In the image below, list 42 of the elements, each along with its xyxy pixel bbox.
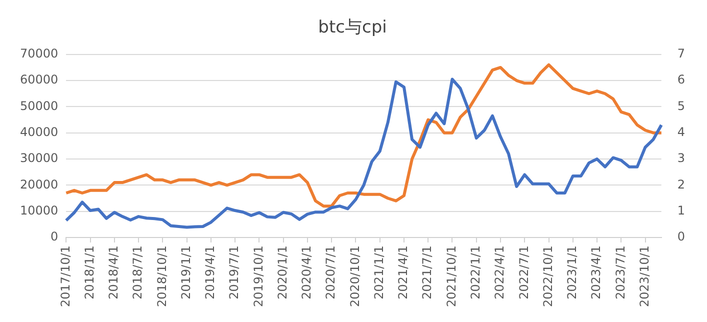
y2-tick-label: 6 (677, 72, 686, 87)
x-tick-label: 2021/1/1 (372, 245, 386, 300)
y2-tick-label: 4 (677, 124, 686, 139)
x-tick-label: 2018/7/1 (130, 245, 145, 300)
chart-title: btc与cpi (318, 18, 387, 38)
x-tick-label: 2020/1/1 (275, 245, 290, 300)
y2-tick-label: 5 (677, 98, 686, 113)
x-tick-label: 2021/7/1 (420, 245, 434, 300)
x-tick-label: 2023/10/1 (637, 245, 652, 307)
x-tick-label: 2021/4/1 (396, 245, 410, 300)
x-tick-label: 2022/4/1 (492, 245, 507, 300)
x-tick-label: 2020/7/1 (324, 245, 338, 300)
x-tick-label: 2021/10/1 (444, 245, 458, 307)
x-tick-label: 2018/10/1 (154, 245, 169, 307)
y-tick-label: 60000 (20, 72, 58, 87)
x-tick-label: 2022/7/1 (516, 245, 531, 300)
y-tick-label: 30000 (20, 151, 58, 166)
x-tick-label: 2018/1/1 (82, 245, 96, 300)
x-tick-label: 2022/1/1 (468, 245, 482, 300)
x-tick-label: 2019/10/1 (251, 245, 266, 307)
x-tick-label: 2020/4/1 (300, 245, 314, 300)
y2-tick-label: 7 (677, 46, 686, 61)
y-tick-label: 0 (50, 230, 58, 244)
y-tick-label: 10000 (20, 203, 58, 218)
y2-tick-label: 0 (677, 230, 686, 244)
x-tick-label: 2023/4/1 (589, 245, 604, 300)
x-tick-label: 2022/10/1 (540, 245, 555, 307)
x-tick-label: 2023/7/1 (613, 245, 628, 300)
y2-tick-label: 1 (677, 203, 686, 218)
x-tick-label: 2019/4/1 (203, 245, 218, 300)
y-tick-label: 40000 (20, 124, 58, 139)
y2-tick-label: 3 (677, 151, 686, 166)
y-tick-label: 20000 (20, 177, 58, 192)
y-tick-label: 50000 (20, 98, 58, 113)
x-tick-label: 2020/10/1 (348, 245, 362, 307)
y2-tick-label: 2 (677, 177, 686, 192)
x-tick-label: 2019/7/1 (227, 245, 242, 300)
x-tick-label: 2019/1/1 (178, 245, 193, 300)
y-tick-label: 70000 (20, 46, 58, 61)
x-tick-label: 2017/10/1 (58, 245, 72, 307)
x-tick-label: 2018/4/1 (106, 245, 121, 300)
x-tick-label: 2023/1/1 (565, 245, 580, 300)
